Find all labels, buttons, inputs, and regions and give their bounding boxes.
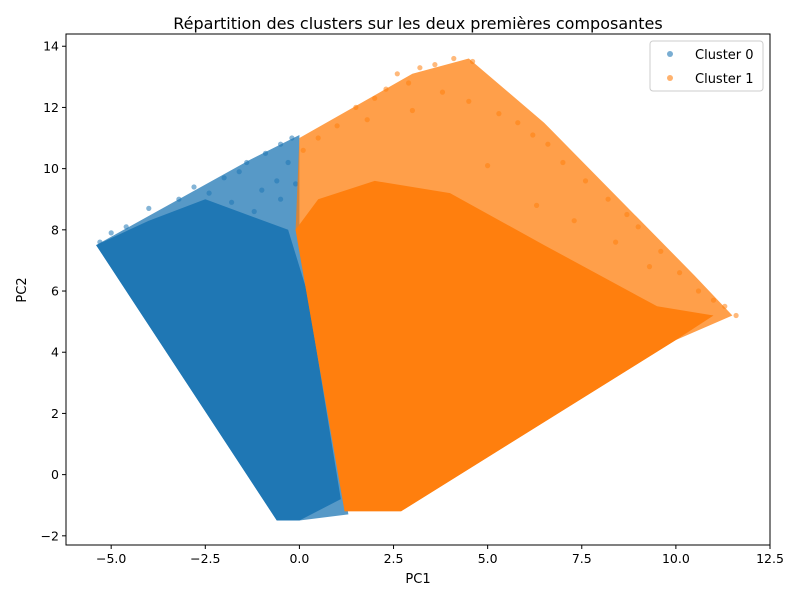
x-tick-label-0: −5.0: [96, 551, 126, 566]
cluster-1-point-29: [364, 117, 370, 123]
y-tick-label-1: 0: [51, 467, 59, 482]
cluster-0-point-4: [244, 159, 250, 166]
legend-label-cluster-0: Cluster 0: [695, 48, 754, 63]
cluster-1-point-12: [515, 120, 521, 126]
x-tick-label-7: 12.5: [756, 551, 784, 566]
cluster-1-point-10: [466, 98, 472, 104]
cluster-1-point-16: [582, 178, 589, 184]
cluster-1-point-3: [432, 62, 438, 68]
y-axis: −2 0 2 4 6 8 10 12 14: [41, 39, 66, 543]
y-tick-label-3: 4: [51, 345, 59, 360]
cluster-1-point-7: [353, 104, 359, 110]
x-axis: −5.0 −2.5 0.0 2.5 5.0 7.5 10.0 12.5: [96, 545, 784, 566]
cluster-1-point-35: [646, 264, 653, 270]
cluster-1-point-13: [530, 132, 536, 138]
cluster-1-point-4: [451, 55, 457, 62]
x-tick-label-4: 5.0: [478, 551, 498, 566]
legend-label-cluster-1: Cluster 1: [695, 72, 754, 87]
cluster-0-point-2: [191, 184, 197, 190]
cluster-0-point-6: [278, 141, 284, 147]
cluster-1-point-33: [485, 163, 491, 169]
cluster-0-point-1: [176, 196, 182, 202]
x-tick-label-6: 10.0: [662, 551, 690, 566]
legend-marker-cluster-1: [667, 75, 673, 81]
y-tick-label-4: 6: [51, 284, 59, 299]
cluster-1-point-9: [439, 89, 446, 95]
legend: Cluster 0 Cluster 1: [649, 40, 764, 92]
cluster-1-point-24: [722, 303, 728, 309]
cluster-0-point-8: [259, 187, 265, 193]
cluster-0-point-9: [274, 178, 280, 184]
cluster-0-point-5: [262, 150, 269, 156]
cluster-1-dense-core: [295, 180, 714, 512]
cluster-1-point-34: [613, 239, 619, 245]
cluster-0-point-13: [251, 208, 257, 215]
cluster-0-point-15: [108, 230, 114, 236]
cluster-1-point-18: [624, 211, 630, 218]
cluster-1-point-22: [695, 288, 702, 294]
cluster-0-point-16: [123, 224, 129, 230]
cluster-1-point-23: [710, 297, 717, 303]
cluster-1-point-27: [315, 135, 321, 141]
cluster-0-point-19: [293, 181, 299, 187]
cluster-0-point-12: [206, 190, 212, 196]
cluster-0-point-11: [285, 159, 291, 166]
y-tick-label-2: 2: [51, 406, 59, 421]
series-cluster-0: [96, 135, 349, 521]
cluster-1-point-1: [406, 80, 412, 86]
cluster-1-point-8: [383, 86, 389, 92]
cluster-1-point-21: [677, 270, 683, 276]
x-tick-label-5: 7.5: [572, 551, 592, 566]
y-tick-label-8: 14: [43, 39, 59, 54]
cluster-1-point-6: [372, 95, 378, 101]
plot-frame: [65, 33, 771, 546]
cluster-0-point-17: [278, 196, 284, 202]
cluster-1-point-26: [334, 123, 340, 129]
x-tick-label-1: −2.5: [190, 551, 220, 566]
cluster-0-point-0: [146, 205, 152, 211]
series-cluster-1: [295, 55, 739, 512]
x-axis-label: PC1: [405, 572, 430, 587]
cluster-1-point-11: [496, 111, 502, 117]
plot-area: [96, 55, 739, 521]
x-tick-label-3: 2.5: [384, 551, 404, 566]
chart-title: Répartition des clusters sur les deux pr…: [173, 14, 662, 33]
y-tick-label-5: 8: [51, 222, 59, 237]
cluster-0-point-3: [221, 175, 227, 181]
cluster-1-point-31: [534, 202, 540, 208]
cluster-1-point-14: [545, 141, 551, 147]
y-tick-label-6: 10: [43, 161, 59, 176]
cluster-1-point-0: [394, 71, 400, 77]
cluster-1-point-32: [571, 218, 577, 224]
cluster-1-point-20: [658, 248, 664, 254]
x-tick-label-2: 0.0: [289, 551, 309, 566]
y-tick-label-0: −2: [41, 528, 59, 543]
cluster-1-point-2: [417, 65, 423, 71]
cluster-1-point-28: [300, 147, 306, 153]
cluster-0-point-18: [236, 169, 242, 175]
cluster-1-point-5: [470, 58, 476, 65]
cluster-0-point-14: [97, 239, 103, 245]
cluster-0-point-7: [289, 135, 295, 141]
y-tick-label-7: 12: [43, 100, 59, 115]
cluster-1-point-15: [560, 159, 566, 166]
cluster-1-point-25: [733, 312, 739, 319]
cluster-0-point-10: [229, 199, 235, 205]
legend-marker-cluster-0: [667, 51, 673, 57]
cluster-0-dense-core: [96, 199, 341, 521]
legend-box: [649, 40, 764, 92]
cluster-1-point-17: [605, 196, 611, 202]
y-axis-label: PC2: [15, 277, 30, 302]
cluster-1-point-19: [635, 224, 641, 230]
cluster-1-point-30: [409, 107, 415, 114]
